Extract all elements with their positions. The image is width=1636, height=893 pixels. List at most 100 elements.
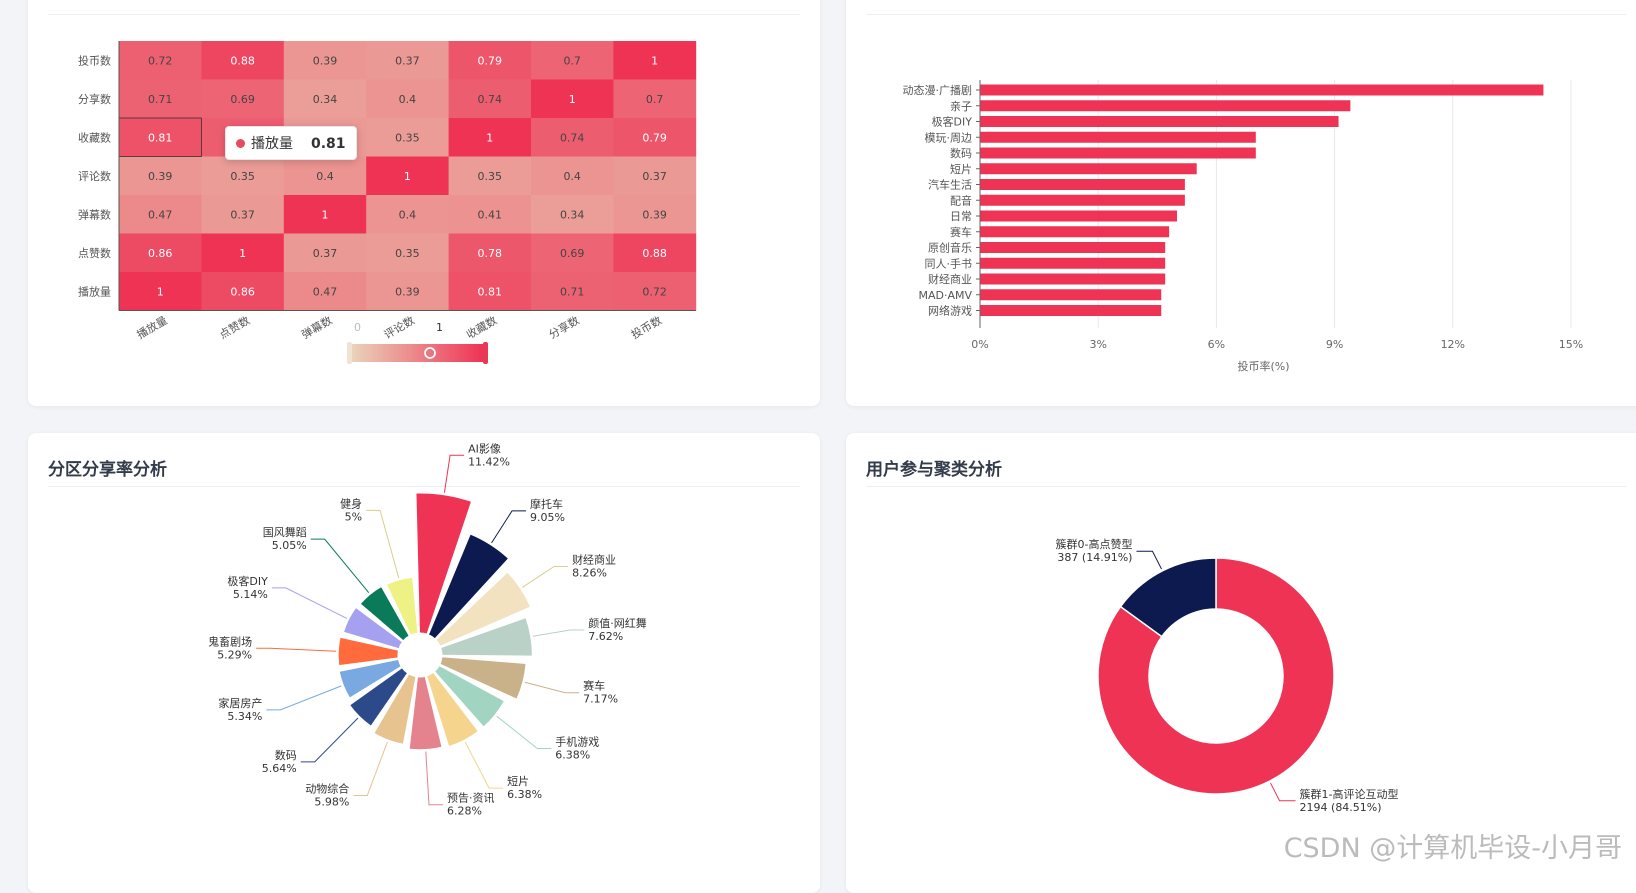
heatmap-cell-label: 0.39 (313, 54, 338, 67)
heatmap-x-tick-label: 评论数 (381, 313, 417, 342)
bar-y-tick-label: 汽车生活 (928, 178, 972, 192)
heatmap-cell-label: 0.37 (313, 247, 338, 260)
heatmap-cell (366, 195, 449, 234)
heatmap-cell (613, 41, 697, 80)
heatmap-tooltip: 播放量 0.81 (225, 126, 357, 160)
heatmap-cell (119, 272, 202, 311)
bar (980, 210, 1177, 222)
bar-x-tick-label: 15% (1559, 338, 1583, 351)
bar (980, 226, 1170, 238)
csdn-watermark: CSDN @计算机毕设-小月哥 (1283, 833, 1622, 864)
pie-card-title: 分区分享率分析 (48, 460, 167, 480)
bar (980, 147, 1256, 159)
heatmap-cell-label: 1 (157, 285, 164, 298)
heatmap-x-tick-label: 收藏数 (464, 313, 500, 342)
heatmap-cell-label: 1 (239, 247, 246, 260)
rose-label-value: 7.62% (588, 630, 623, 643)
visual-map-indicator (424, 347, 436, 359)
rose-label-line (271, 587, 348, 619)
rose-label-value: 5.14% (233, 588, 268, 601)
heatmap-cell-label: 0.88 (642, 247, 667, 260)
heatmap-cell-label: 0.4 (316, 170, 334, 183)
rose-slice (427, 533, 510, 640)
heatmap-cell-label: 0.69 (560, 247, 585, 260)
rose-label-name: 短片 (507, 774, 529, 788)
visual-map-bar (350, 344, 484, 362)
visual-map-max-label: 1 (436, 321, 443, 334)
bar-y-tick-label: 赛车 (950, 225, 972, 239)
rose-label-name: 鬼畜剧场 (208, 634, 252, 648)
bar-y-tick-label: 亲子 (950, 99, 972, 113)
heatmap-divider (48, 14, 800, 15)
bar-y-tick-label: 动态漫·广播剧 (903, 83, 973, 97)
heatmap-cell (283, 195, 367, 234)
bar (980, 305, 1162, 316)
bar-y-tick-label: MAD·AMV (918, 289, 972, 302)
rose-label-value: 5.29% (217, 648, 252, 661)
heatmap-cell-label: 0.74 (478, 93, 503, 106)
rose-label-value: 6.38% (507, 788, 542, 801)
heatmap-cell-label: 0.34 (560, 208, 585, 221)
heatmap-cell (366, 41, 449, 80)
heatmap-cell-label: 0.79 (478, 54, 503, 67)
rose-slice (440, 617, 533, 657)
heatmap-x-tick-label: 播放量 (134, 313, 170, 342)
bar-x-tick-label: 6% (1208, 338, 1225, 351)
heatmap-cell (201, 195, 285, 234)
heatmap-cell (283, 156, 367, 196)
heatmap-cell-label: 0.88 (230, 54, 255, 67)
heatmap-y-tick-label: 播放量 (78, 284, 111, 298)
bar-x-tick-label: 0% (971, 338, 988, 351)
heatmap-cell-label: 0.35 (478, 170, 503, 183)
rose-label-value: 8.26% (572, 566, 607, 579)
rose-label-line (532, 629, 585, 637)
heatmap-cell (613, 118, 697, 157)
heatmap-cell (448, 156, 532, 196)
heatmap-cell-label: 0.37 (642, 170, 667, 183)
heatmap-cell-label: 0.35 (395, 131, 420, 144)
rose-slice (439, 656, 527, 700)
heatmap-cell-label: 0.86 (230, 285, 255, 298)
rose-label-line (266, 685, 342, 711)
rose-slice (337, 636, 400, 667)
heatmap-cell-label: 0.37 (395, 54, 420, 67)
heatmap-cell-label: 0.39 (148, 170, 173, 183)
rose-label-value: 5% (345, 510, 362, 523)
heatmap-cell (366, 79, 449, 119)
rose-slice (349, 667, 409, 727)
tooltip-value: 0.81 (311, 136, 346, 152)
bar (980, 179, 1185, 190)
heatmap-cell-label: 0.7 (646, 93, 664, 106)
heatmap-card: 0.72 0.88 0.39 0.37 0.79 0.7 1 0.71 0.69 0.34 0.4 0… (28, 0, 820, 406)
heatmap-cell (531, 79, 614, 119)
heatmap-x-tick-label: 点赞数 (217, 314, 252, 342)
rose-label-value: 9.05% (530, 511, 565, 524)
heatmap-cell (119, 79, 202, 119)
donut-card: 用户参与聚类分析 簇群1-高评论互动型 2194 (84.51%) 簇群0-高点赞型… (846, 433, 1636, 893)
heatmap-cell (366, 118, 449, 157)
heatmap-cell (531, 41, 614, 80)
heatmap-cell-label: 1 (404, 170, 411, 183)
heatmap-y-tick-label: 分享数 (78, 92, 111, 106)
bar-x-tick-label: 3% (1089, 338, 1106, 351)
heatmap-y-tick-label: 弹幕数 (78, 207, 111, 221)
heatmap-cell (283, 272, 367, 311)
bar-x-tick-label: 9% (1326, 338, 1343, 351)
rose-label-name: 家居房产 (218, 696, 262, 710)
rose-slice (342, 606, 403, 650)
heatmap-cell (448, 195, 532, 234)
heatmap-cell (531, 272, 614, 311)
heatmap-cell (283, 79, 367, 119)
rose-slice (426, 671, 479, 748)
rose-slice (338, 658, 402, 699)
heatmap-cell (283, 233, 367, 273)
rose-label-value: 7.17% (583, 693, 618, 706)
heatmap-y-tick-label: 收藏数 (78, 130, 111, 144)
rose-label-line (491, 510, 527, 544)
rose-label-name: 健身 (340, 496, 362, 510)
rose-label-name: 颜值·网红舞 (588, 617, 647, 630)
heatmap-cell-label: 1 (322, 208, 329, 221)
rose-label-name: 极客DIY (227, 574, 268, 588)
